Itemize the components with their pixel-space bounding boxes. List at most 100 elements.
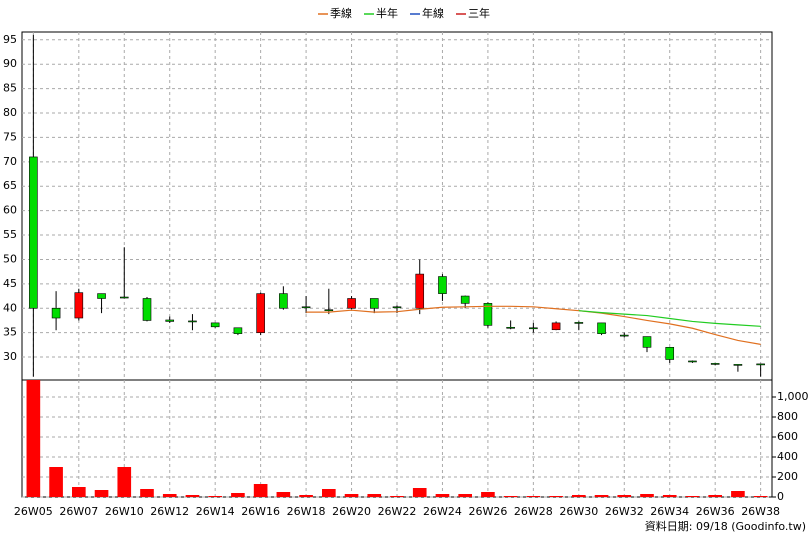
candle-body <box>74 292 84 319</box>
volume-bar <box>367 494 382 497</box>
volume-bar <box>162 494 177 497</box>
volume-bar <box>503 496 518 497</box>
volume-bar <box>617 495 632 497</box>
candle-body <box>597 322 606 334</box>
x-tick-label: 26W18 <box>287 505 326 518</box>
legend-label: 季線 <box>330 6 352 20</box>
volume-bar <box>753 496 768 497</box>
y-tick-label: 90 <box>3 57 17 70</box>
candle-body <box>665 346 675 360</box>
candle-body <box>301 306 311 309</box>
volume-bar <box>731 491 745 497</box>
y-tick-label: 80 <box>3 106 17 119</box>
y-tick-label: 70 <box>3 155 17 168</box>
y2-tick-label: 800 <box>777 410 798 423</box>
legend-label: 年線 <box>422 6 444 20</box>
ma-line <box>578 310 761 327</box>
volume-bar <box>276 492 291 497</box>
y2-tick-label: 200 <box>777 470 798 483</box>
x-tick-label: 26W14 <box>196 505 235 518</box>
x-tick-label: 26W20 <box>332 505 371 518</box>
y-tick-label: 35 <box>3 326 17 339</box>
legend-label: 三年 <box>468 6 490 20</box>
y-tick-label: 60 <box>3 204 17 217</box>
candle-body <box>756 363 765 366</box>
volume-bar <box>117 467 132 497</box>
x-tick-label: 26W38 <box>741 505 780 518</box>
y-tick-label: 85 <box>3 82 17 95</box>
volume-bar <box>435 494 450 497</box>
volume-bar <box>708 495 722 497</box>
x-tick-label: 26W26 <box>468 505 507 518</box>
candle-body <box>733 364 743 366</box>
candle-body <box>51 307 61 319</box>
volume-bar <box>640 494 654 497</box>
y-tick-label: 30 <box>3 350 17 363</box>
candle-body <box>551 322 561 331</box>
volume-bar <box>549 496 563 497</box>
y-tick-label: 45 <box>3 277 17 290</box>
volume-bar <box>662 495 677 497</box>
x-tick-label: 26W28 <box>514 505 553 518</box>
candle-body <box>619 334 629 337</box>
x-tick-label: 26W36 <box>696 505 735 518</box>
candle-body <box>324 309 334 312</box>
candle-body <box>210 322 220 328</box>
y-tick-label: 65 <box>3 179 17 192</box>
candle-body <box>529 327 538 330</box>
volume-bar <box>390 496 404 497</box>
y2-tick-label: 400 <box>777 450 798 463</box>
volume-bar <box>299 495 313 497</box>
y-tick-label: 50 <box>3 252 17 265</box>
x-tick-label: 26W22 <box>378 505 417 518</box>
legend-label: 半年 <box>376 6 398 20</box>
candle-body <box>256 293 265 333</box>
volume-bar <box>231 493 245 497</box>
x-tick-label: 26W30 <box>559 505 598 518</box>
x-tick-label: 26W12 <box>150 505 189 518</box>
volume-bar <box>344 494 359 497</box>
x-tick-label: 26W24 <box>423 505 462 518</box>
candle-body <box>119 296 129 299</box>
x-tick-label: 26W07 <box>59 505 98 518</box>
candle-body <box>233 327 243 334</box>
ma-line <box>306 305 761 345</box>
candle-body <box>188 320 197 323</box>
volume-bar <box>481 492 495 497</box>
volume-bar <box>253 484 268 497</box>
y-tick-label: 95 <box>3 33 17 46</box>
x-tick-label: 26W05 <box>14 505 53 518</box>
candle-body <box>506 326 515 329</box>
candle-body <box>710 363 720 365</box>
volume-bar <box>94 490 109 497</box>
candle-body <box>688 360 697 363</box>
y-tick-label: 40 <box>3 301 17 314</box>
volume-bar <box>322 489 336 497</box>
volume-bar <box>458 494 472 497</box>
candle-body <box>369 298 379 309</box>
volume-bar <box>72 487 86 497</box>
volume-bar <box>208 496 222 497</box>
x-tick-label: 26W34 <box>650 505 689 518</box>
candle-body <box>483 303 493 326</box>
footer: 資料日期: 09/18 (Goodinfo.tw) <box>645 519 806 533</box>
x-tick-label: 26W10 <box>105 505 144 518</box>
volume-bar <box>572 495 586 497</box>
x-tick-label: 26W16 <box>241 505 280 518</box>
volume-bar <box>526 496 541 497</box>
candle-body <box>347 298 356 309</box>
candle-body <box>279 293 288 309</box>
y2-tick-label: 0 <box>777 490 784 503</box>
volume-bar <box>49 467 63 497</box>
y-tick-label: 55 <box>3 228 17 241</box>
volume-bar <box>594 495 609 497</box>
candle-body <box>438 276 447 294</box>
x-tick-label: 26W32 <box>605 505 644 518</box>
candle-body <box>97 293 106 299</box>
volume-bar <box>185 495 200 497</box>
candle-body <box>642 336 652 348</box>
volume-panel <box>21 379 773 498</box>
candle-body <box>392 306 402 309</box>
candle-body <box>460 295 470 304</box>
volume-bar <box>140 489 154 497</box>
